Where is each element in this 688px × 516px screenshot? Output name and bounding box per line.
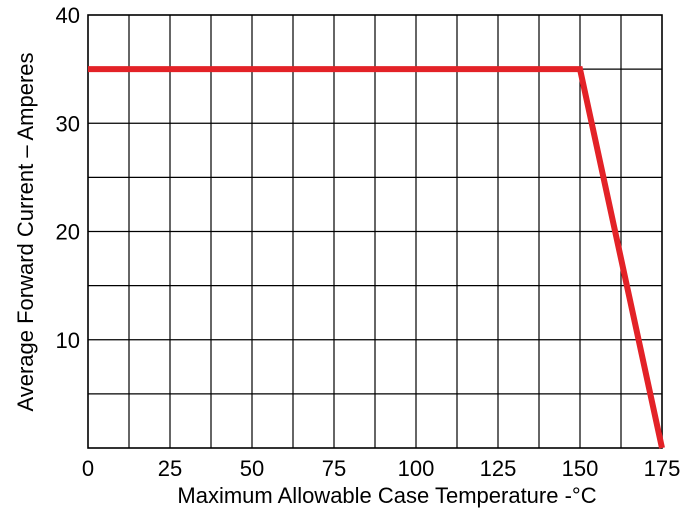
y-tick-label: 30: [56, 111, 80, 136]
y-tick-label: 20: [56, 220, 80, 245]
x-tick-label: 0: [82, 456, 94, 481]
x-tick-label: 150: [562, 456, 599, 481]
series-layer: [88, 66, 665, 449]
x-tick-labels: 0 25 50 75 100 125 150 175: [82, 456, 680, 481]
plot-frame: [87, 14, 663, 449]
grid: [88, 15, 662, 448]
y-axis-title: Average Forward Current – Amperes: [13, 52, 38, 411]
x-tick-label: 50: [240, 456, 264, 481]
x-tick-label: 125: [480, 456, 517, 481]
x-tick-label: 100: [398, 456, 435, 481]
x-tick-label: 25: [158, 456, 182, 481]
derating-curve: [88, 66, 665, 449]
y-tick-labels: 10 20 30 40: [56, 3, 80, 353]
y-tick-label: 40: [56, 3, 80, 28]
y-tick-label: 10: [56, 328, 80, 353]
x-tick-label: 175: [644, 456, 681, 481]
x-axis-title: Maximum Allowable Case Temperature -°C: [177, 483, 596, 508]
x-tick-label: 75: [322, 456, 346, 481]
